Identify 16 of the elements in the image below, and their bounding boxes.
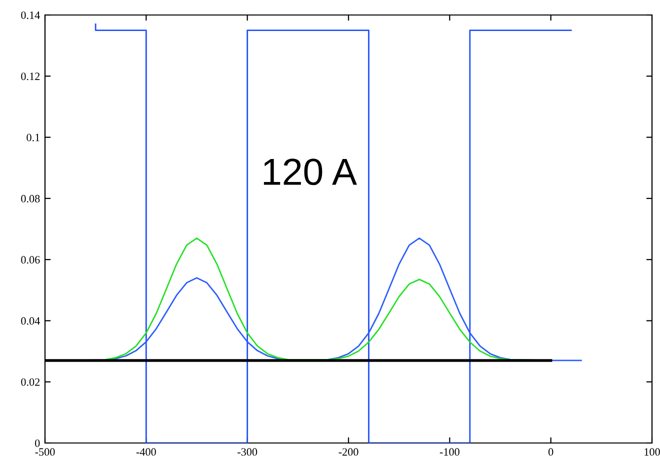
y-tick-label: 0 bbox=[35, 439, 40, 447]
y-tick-label: 0.14 bbox=[21, 11, 40, 20]
x-tick-label: -100 bbox=[440, 448, 460, 456]
y-tick-label: 0.12 bbox=[21, 72, 40, 80]
x-tick-label: -300 bbox=[238, 448, 258, 456]
y-tick-label: 0.08 bbox=[21, 194, 40, 202]
x-tick-label: -500 bbox=[35, 448, 55, 456]
annotation: 120 A bbox=[264, 158, 357, 186]
y-tick-label: 0.06 bbox=[21, 256, 40, 264]
x-tick-label: 0 bbox=[548, 448, 554, 456]
x-tick-label: 100 bbox=[644, 448, 660, 456]
y-tick-label: 0.1 bbox=[26, 134, 40, 142]
y-tick-label: 0.04 bbox=[21, 317, 40, 325]
x-tick-label: -400 bbox=[136, 448, 156, 456]
y-tick-label: 0.02 bbox=[21, 378, 40, 386]
x-tick-label: -200 bbox=[338, 448, 358, 456]
